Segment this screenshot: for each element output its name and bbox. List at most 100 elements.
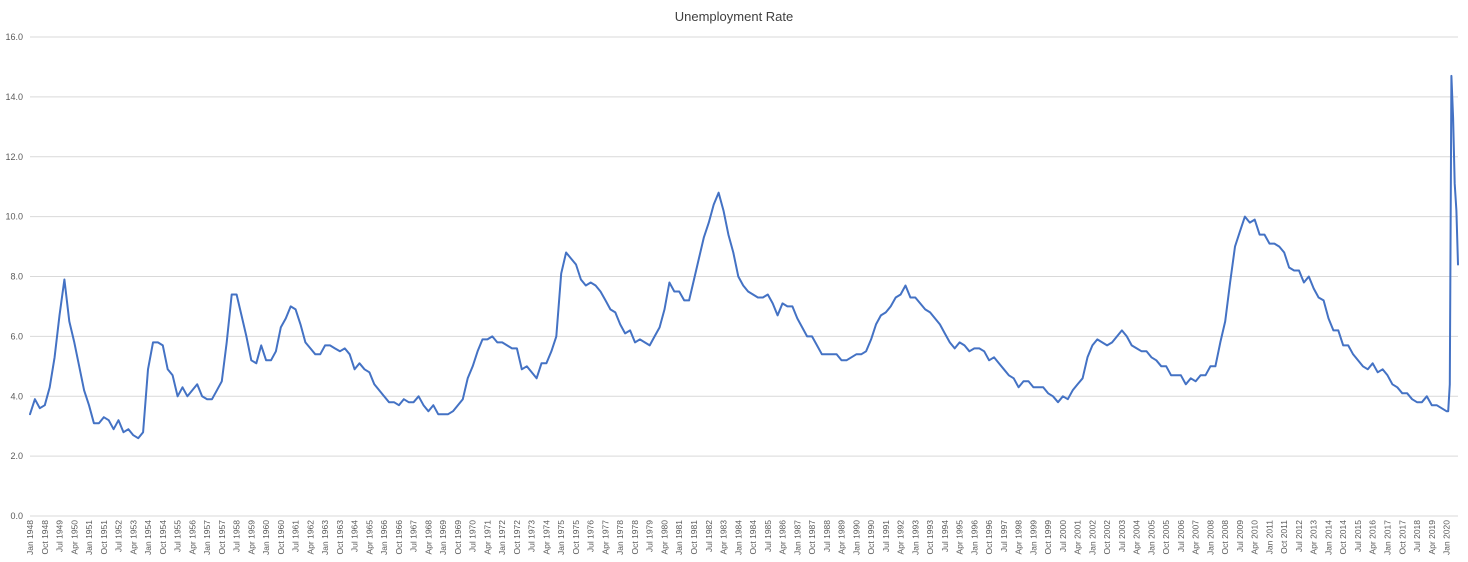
x-tick-label: Apr 2004 bbox=[1132, 520, 1142, 555]
x-tick-label: Jan 1993 bbox=[910, 520, 920, 555]
x-tick-label: Oct 2011 bbox=[1279, 520, 1289, 554]
x-tick-label: Jul 1991 bbox=[881, 520, 891, 552]
x-tick-label: Jul 1958 bbox=[232, 520, 242, 552]
x-tick-label: Jul 1994 bbox=[940, 520, 950, 552]
x-tick-label: Oct 2014 bbox=[1338, 520, 1348, 555]
y-tick-label: 10.0 bbox=[5, 212, 23, 222]
x-tick-label: Jan 1984 bbox=[733, 520, 743, 555]
x-tick-label: Apr 1983 bbox=[719, 520, 729, 555]
x-tick-label: Apr 1995 bbox=[955, 520, 965, 555]
y-tick-label: 2.0 bbox=[10, 451, 23, 461]
x-tick-label: Apr 2016 bbox=[1368, 520, 1378, 555]
x-tick-label: Apr 1953 bbox=[128, 520, 138, 555]
x-tick-label: Jul 1967 bbox=[409, 520, 419, 552]
x-tick-label: Jul 1961 bbox=[291, 520, 301, 552]
x-tick-label: Jan 1981 bbox=[674, 520, 684, 555]
series-layer bbox=[29, 74, 1459, 440]
x-tick-label: Oct 1984 bbox=[748, 520, 758, 555]
x-tick-label: Jan 1960 bbox=[261, 520, 271, 555]
x-tick-label: Jan 2002 bbox=[1087, 520, 1097, 555]
chart-title: Unemployment Rate bbox=[675, 9, 794, 24]
x-tick-label: Apr 1998 bbox=[1014, 520, 1024, 555]
x-tick-label: Oct 2002 bbox=[1102, 520, 1112, 555]
x-tick-label: Oct 1963 bbox=[335, 520, 345, 555]
x-tick-label: Jul 1985 bbox=[763, 520, 773, 552]
x-tick-label: Oct 2008 bbox=[1220, 520, 1230, 555]
x-tick-label: Jul 2009 bbox=[1235, 520, 1245, 552]
x-tick-label: Oct 2017 bbox=[1397, 520, 1407, 555]
x-tick-label: Apr 2019 bbox=[1427, 520, 1437, 555]
x-tick-label: Jan 1951 bbox=[84, 520, 94, 555]
y-tick-label: 16.0 bbox=[5, 32, 23, 42]
x-tick-label: Apr 1986 bbox=[778, 520, 788, 555]
x-tick-label: Oct 1987 bbox=[807, 520, 817, 555]
x-tick-label: Jan 2005 bbox=[1146, 520, 1156, 555]
x-tick-label: Apr 1974 bbox=[541, 520, 551, 555]
x-tick-label: Jan 1966 bbox=[379, 520, 389, 555]
x-tick-label: Oct 1993 bbox=[925, 520, 935, 555]
x-tick-label: Jul 2000 bbox=[1058, 520, 1068, 552]
x-tick-label: Apr 1950 bbox=[69, 520, 79, 555]
x-tick-label: Apr 2001 bbox=[1073, 520, 1083, 555]
x-tick-label: Oct 2005 bbox=[1161, 520, 1171, 555]
x-tick-label: Jan 1987 bbox=[792, 520, 802, 555]
x-tick-label: Jul 2012 bbox=[1294, 520, 1304, 552]
y-tick-label: 6.0 bbox=[10, 331, 23, 341]
unemployment-rate-line bbox=[29, 74, 1459, 440]
x-tick-label: Apr 1968 bbox=[423, 520, 433, 555]
x-tick-label: Jul 2006 bbox=[1176, 520, 1186, 552]
x-tick-label: Jan 1963 bbox=[320, 520, 330, 555]
x-tick-label: Jul 1970 bbox=[468, 520, 478, 552]
x-tick-label: Jan 1957 bbox=[202, 520, 212, 555]
x-tick-label: Jan 1954 bbox=[143, 520, 153, 555]
x-tick-label: Jul 1979 bbox=[645, 520, 655, 552]
x-tick-label: Oct 1954 bbox=[158, 520, 168, 555]
x-tick-label: Oct 1960 bbox=[276, 520, 286, 555]
x-tick-label: Jul 2018 bbox=[1412, 520, 1422, 552]
x-tick-label: Apr 1977 bbox=[600, 520, 610, 555]
x-tick-label: Jan 1972 bbox=[497, 520, 507, 555]
x-tick-label: Oct 1999 bbox=[1043, 520, 1053, 555]
x-tick-label: Apr 1980 bbox=[659, 520, 669, 555]
x-tick-label: Oct 1948 bbox=[40, 520, 50, 555]
x-tick-label: Oct 1969 bbox=[453, 520, 463, 555]
x-tick-label: Jan 1975 bbox=[556, 520, 566, 555]
x-tick-label: Jul 2015 bbox=[1353, 520, 1363, 552]
x-tick-label: Apr 1962 bbox=[305, 520, 315, 555]
x-tick-label: Jan 2020 bbox=[1442, 520, 1452, 555]
x-tick-label: Oct 1972 bbox=[512, 520, 522, 555]
x-tick-label: Jan 2014 bbox=[1323, 520, 1333, 555]
x-tick-label: Jan 1990 bbox=[851, 520, 861, 555]
x-tick-label: Jan 1996 bbox=[969, 520, 979, 555]
x-tick-label: Jul 1982 bbox=[704, 520, 714, 552]
x-tick-label: Apr 2010 bbox=[1250, 520, 1260, 555]
x-tick-label: Jul 1949 bbox=[55, 520, 65, 552]
x-tick-label: Oct 1951 bbox=[99, 520, 109, 555]
x-tick-label: Oct 1990 bbox=[866, 520, 876, 555]
x-tick-label: Apr 2013 bbox=[1309, 520, 1319, 555]
x-tick-label: Jul 1976 bbox=[586, 520, 596, 552]
x-tick-label: Oct 1957 bbox=[217, 520, 227, 555]
y-tick-label: 4.0 bbox=[10, 391, 23, 401]
x-tick-label: Jul 1964 bbox=[350, 520, 360, 552]
x-tick-label: Jan 2017 bbox=[1383, 520, 1393, 555]
x-tick-label: Jul 1997 bbox=[999, 520, 1009, 552]
x-tick-label: Oct 1996 bbox=[984, 520, 994, 555]
x-tick-label: Apr 1965 bbox=[364, 520, 374, 555]
x-tick-label: Oct 1975 bbox=[571, 520, 581, 555]
x-tick-label: Oct 1981 bbox=[689, 520, 699, 555]
x-tick-label: Apr 1956 bbox=[187, 520, 197, 555]
x-tick-label: Jul 1973 bbox=[527, 520, 537, 552]
x-tick-label: Apr 2007 bbox=[1191, 520, 1201, 555]
y-tick-label: 8.0 bbox=[10, 272, 23, 282]
x-tick-label: Apr 1959 bbox=[246, 520, 256, 555]
gridlines bbox=[30, 36, 1458, 517]
x-tick-label: Apr 1992 bbox=[896, 520, 906, 555]
x-tick-label: Jul 1952 bbox=[114, 520, 124, 552]
x-tick-label: Jan 2008 bbox=[1205, 520, 1215, 555]
x-tick-label: Oct 1978 bbox=[630, 520, 640, 555]
x-tick-label: Jan 1948 bbox=[25, 520, 35, 555]
x-tick-label: Jul 1955 bbox=[173, 520, 183, 552]
x-tick-label: Jul 1988 bbox=[822, 520, 832, 552]
